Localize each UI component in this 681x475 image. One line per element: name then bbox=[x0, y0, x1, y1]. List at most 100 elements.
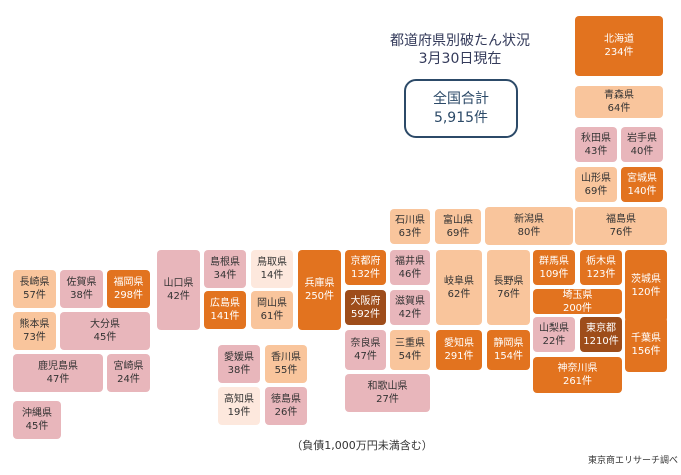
title-line-1: 都道府県別破たん状況 bbox=[390, 33, 530, 49]
prefecture-count: 156件 bbox=[631, 345, 661, 357]
prefecture-count: 76件 bbox=[497, 288, 520, 300]
prefecture-hokkaido: 北海道 234件 bbox=[575, 16, 663, 76]
map-title: 都道府県別破たん状況 3月30日現在 bbox=[360, 32, 560, 68]
prefecture-count: 22件 bbox=[542, 335, 566, 347]
prefecture-count: 61件 bbox=[260, 311, 284, 322]
prefecture-count: 45件 bbox=[93, 332, 117, 343]
prefecture-kochi: 高知県 19件 bbox=[218, 387, 260, 425]
prefecture-shizuoka: 静岡県 154件 bbox=[487, 330, 530, 370]
prefecture-count: 154件 bbox=[493, 351, 524, 362]
total-label: 全国合計 bbox=[433, 91, 489, 107]
prefecture-ishikawa: 石川県 63件 bbox=[390, 209, 430, 244]
prefecture-niigata: 新潟県 80件 bbox=[485, 207, 573, 245]
prefecture-count: 200件 bbox=[562, 302, 593, 314]
prefecture-yamaguchi: 山口県 42件 bbox=[157, 250, 200, 330]
prefecture-name: 福井県 bbox=[395, 255, 425, 267]
prefecture-wakayama: 和歌山県 27件 bbox=[345, 374, 430, 412]
prefecture-name: 鳥取県 bbox=[257, 257, 287, 268]
prefecture-name: 石川県 bbox=[395, 214, 425, 226]
prefecture-name: 東京都 bbox=[586, 322, 616, 334]
prefecture-name: 埼玉県 bbox=[562, 289, 593, 301]
prefecture-count: 24件 bbox=[117, 374, 140, 385]
prefecture-name: 山梨県 bbox=[539, 322, 569, 334]
prefecture-count: 592件 bbox=[350, 308, 381, 320]
prefecture-name: 静岡県 bbox=[493, 338, 524, 349]
prefecture-count: 261件 bbox=[562, 376, 593, 387]
prefecture-shiga: 滋賀県 42件 bbox=[390, 290, 430, 325]
total-value: 5,915件 bbox=[433, 110, 489, 126]
prefecture-shimane: 島根県 34件 bbox=[204, 250, 246, 288]
prefecture-name: 奈良県 bbox=[350, 338, 381, 349]
prefecture-name: 富山県 bbox=[443, 214, 473, 226]
prefecture-count: 123件 bbox=[586, 268, 616, 280]
prefecture-chiba: 千葉県 156件 bbox=[625, 317, 667, 372]
prefecture-count: 80件 bbox=[517, 227, 541, 238]
prefecture-yamagata: 山形県 69件 bbox=[575, 167, 617, 202]
title-line-2: 3月30日現在 bbox=[418, 51, 502, 67]
prefecture-name: 宮城県 bbox=[627, 172, 657, 184]
prefecture-count: 234件 bbox=[604, 47, 634, 58]
prefecture-count: 64件 bbox=[607, 103, 631, 114]
prefecture-count: 43件 bbox=[584, 145, 608, 157]
prefecture-name: 兵庫県 bbox=[304, 278, 335, 289]
prefecture-count: 45件 bbox=[25, 421, 49, 432]
prefecture-count: 69件 bbox=[584, 185, 608, 197]
prefecture-count: 62件 bbox=[447, 288, 471, 300]
prefecture-kagoshima: 鹿児島県 47件 bbox=[13, 354, 103, 392]
prefecture-count: 42件 bbox=[167, 291, 190, 302]
prefecture-hyogo: 兵庫県 250件 bbox=[298, 250, 341, 330]
prefecture-saitama: 埼玉県 200件 bbox=[533, 289, 622, 314]
prefecture-ibaraki: 茨城県 120件 bbox=[625, 250, 667, 322]
prefecture-name: 岐阜県 bbox=[444, 275, 474, 287]
prefecture-count: 38件 bbox=[70, 290, 93, 301]
prefecture-name: 香川県 bbox=[271, 352, 301, 363]
prefecture-count: 141件 bbox=[210, 311, 240, 322]
prefecture-name: 愛媛県 bbox=[224, 352, 254, 363]
prefecture-name: 鹿児島県 bbox=[38, 361, 78, 372]
prefecture-name: 徳島県 bbox=[271, 394, 301, 405]
prefecture-name: 島根県 bbox=[210, 257, 240, 268]
prefecture-count: 27件 bbox=[376, 394, 399, 405]
prefecture-okinawa: 沖縄県 45件 bbox=[13, 401, 61, 439]
prefecture-count: 109件 bbox=[539, 268, 569, 280]
prefecture-yamanashi: 山梨県 22件 bbox=[533, 317, 575, 352]
prefecture-name: 栃木県 bbox=[586, 255, 616, 267]
prefecture-count: 76件 bbox=[609, 227, 633, 238]
prefecture-name: 京都府 bbox=[350, 255, 381, 267]
prefecture-name: 佐賀県 bbox=[66, 277, 97, 288]
prefecture-count: 40件 bbox=[630, 145, 654, 157]
prefecture-name: 群馬県 bbox=[539, 255, 569, 267]
prefecture-fukui: 福井県 46件 bbox=[390, 250, 430, 285]
prefecture-fukuoka: 福岡県 298件 bbox=[107, 270, 150, 308]
footnote: （負債1,000万円未満含む） bbox=[291, 439, 433, 452]
prefecture-ehime: 愛媛県 38件 bbox=[218, 345, 260, 383]
prefecture-count: 298件 bbox=[113, 290, 144, 301]
prefecture-name: 大阪府 bbox=[350, 295, 381, 307]
prefecture-count: 14件 bbox=[260, 270, 284, 281]
prefecture-name: 沖縄県 bbox=[22, 408, 52, 419]
prefecture-saga: 佐賀県 38件 bbox=[60, 270, 103, 308]
prefecture-name: 大分県 bbox=[90, 319, 120, 330]
prefecture-count: 47件 bbox=[354, 351, 377, 362]
prefecture-count: 63件 bbox=[398, 227, 422, 239]
prefecture-hiroshima: 広島県 141件 bbox=[204, 291, 246, 329]
prefecture-tokushima: 徳島県 26件 bbox=[265, 387, 307, 425]
prefecture-count: 120件 bbox=[631, 287, 661, 298]
prefecture-kagawa: 香川県 55件 bbox=[265, 345, 307, 383]
prefecture-akita: 秋田県 43件 bbox=[575, 127, 617, 162]
prefecture-gifu: 岐阜県 62件 bbox=[436, 250, 482, 325]
prefecture-name: 岡山県 bbox=[257, 298, 287, 309]
prefecture-name: 茨城県 bbox=[631, 274, 661, 285]
prefecture-count: 47件 bbox=[46, 374, 70, 385]
prefecture-count: 54件 bbox=[398, 351, 422, 362]
prefecture-aomori: 青森県 64件 bbox=[575, 86, 663, 118]
prefecture-name: 青森県 bbox=[604, 90, 634, 101]
prefecture-gunma: 群馬県 109件 bbox=[533, 250, 575, 285]
prefecture-count: 291件 bbox=[444, 351, 474, 362]
prefecture-tochigi: 栃木県 123件 bbox=[580, 250, 622, 285]
source-credit: 東京商エリサーチ調べ bbox=[587, 456, 678, 466]
prefecture-name: 千葉県 bbox=[631, 332, 661, 344]
prefecture-name: 福島県 bbox=[606, 214, 636, 225]
prefecture-count: 46件 bbox=[398, 268, 422, 280]
prefecture-count: 38件 bbox=[227, 365, 251, 376]
